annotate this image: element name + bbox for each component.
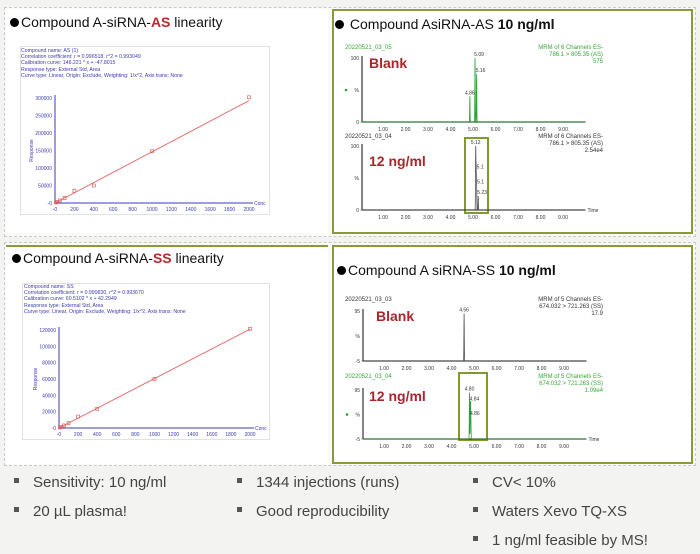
mrm-header: MRM of 6 Channels ES- 786.1 > 805.35 (AS)…	[538, 134, 603, 154]
sample-concentration-label: 12 ng/ml	[369, 153, 426, 169]
peak-highlight-box	[458, 372, 488, 441]
blank-label: Blank	[376, 308, 415, 324]
blank-label: Blank	[369, 55, 408, 71]
sample-id: 20220521_03_05	[345, 45, 392, 51]
sample-id: 20220521_03_04	[345, 134, 392, 140]
peak-highlight-box	[464, 137, 489, 214]
bullet-item: Good reproducibility	[237, 503, 389, 520]
sample-id: 20220521_03_03	[345, 297, 392, 303]
bullet-item: 1344 injections (runs)	[237, 474, 399, 491]
bullet-icon	[335, 20, 344, 29]
as-linearity-title: Compound A-siRNA-AS linearity	[10, 14, 223, 30]
bullet-item: Waters Xevo TQ-XS	[473, 503, 627, 520]
mrm-header: MRM of 5 Channels ES- 674.032 > 721.263 (…	[538, 374, 603, 394]
bullet-item: CV< 10%	[473, 474, 556, 491]
bullet-item: Sensitivity: 10 ng/ml	[14, 474, 166, 491]
ss-calibration-info: Compound name: SS Correlation coefficient…	[24, 284, 186, 315]
bullet-icon	[12, 254, 21, 263]
bullet-item: 1 ng/ml feasible by MS!	[473, 532, 648, 549]
mrm-header: MRM of 6 Channels ES- 786.1 > 805.35 (AS)…	[538, 45, 603, 65]
as-calibration-info: Compound name: AS (1) Correlation coeffic…	[21, 48, 183, 79]
as-chromatogram-title: Compound AsiRNA-AS 10 ng/ml	[335, 16, 555, 32]
as-chromatogram-panel	[332, 9, 693, 234]
sample-id: 20220521_03_04	[345, 374, 392, 380]
ss-chromatogram-title: Compound A siRNA-SS 10 ng/ml	[337, 262, 556, 278]
bullet-icon	[337, 266, 346, 275]
sample-concentration-label: 12 ng/ml	[369, 388, 426, 404]
mrm-header: MRM of 5 Channels ES- 674.032 > 721.263 (…	[538, 297, 603, 317]
bullet-icon	[10, 18, 19, 27]
ss-linearity-title: Compound A-siRNA-SS linearity	[12, 250, 224, 266]
bullet-item: 20 µL plasma!	[14, 503, 127, 520]
